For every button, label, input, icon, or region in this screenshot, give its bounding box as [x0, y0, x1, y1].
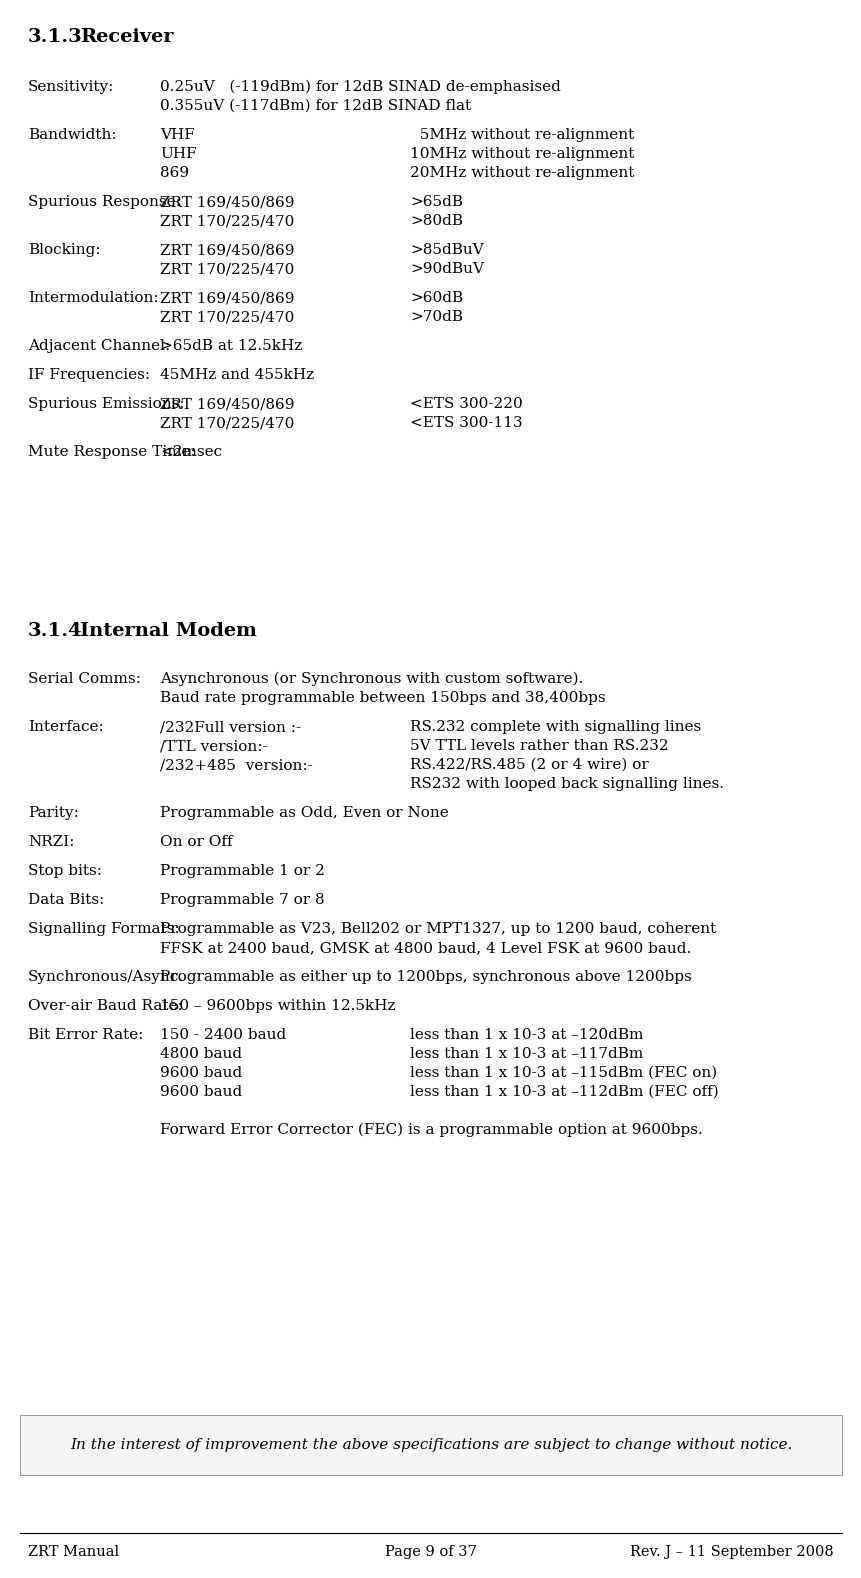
Text: >60dB: >60dB	[410, 290, 462, 305]
Text: 9600 baud: 9600 baud	[160, 1067, 242, 1079]
Text: >65dB: >65dB	[410, 196, 462, 208]
Text: ZRT 169/450/869: ZRT 169/450/869	[160, 398, 294, 410]
Text: Sensitivity:: Sensitivity:	[28, 80, 115, 95]
Text: 150 - 2400 baud: 150 - 2400 baud	[160, 1027, 286, 1041]
Text: Signalling Formats:: Signalling Formats:	[28, 922, 179, 936]
Text: ZRT 169/450/869: ZRT 169/450/869	[160, 243, 294, 257]
Text: Stop bits:: Stop bits:	[28, 865, 102, 877]
Text: Programmable as either up to 1200bps, synchronous above 1200bps: Programmable as either up to 1200bps, sy…	[160, 970, 691, 985]
Text: >65dB at 12.5kHz: >65dB at 12.5kHz	[160, 339, 302, 353]
Text: Baud rate programmable between 150bps and 38,400bps: Baud rate programmable between 150bps an…	[160, 691, 605, 705]
Text: Data Bits:: Data Bits:	[28, 893, 104, 907]
Text: Rev. J – 11 September 2008: Rev. J – 11 September 2008	[629, 1545, 833, 1559]
Text: less than 1 x 10-3 at –112dBm (FEC off): less than 1 x 10-3 at –112dBm (FEC off)	[410, 1086, 718, 1098]
Text: >85dBuV: >85dBuV	[410, 243, 483, 257]
Text: Internal Modem: Internal Modem	[80, 622, 257, 641]
Text: Page 9 of 37: Page 9 of 37	[385, 1545, 476, 1559]
Text: >90dBuV: >90dBuV	[410, 262, 483, 276]
Text: IF Frequencies:: IF Frequencies:	[28, 368, 150, 382]
Text: Programmable as Odd, Even or None: Programmable as Odd, Even or None	[160, 806, 449, 821]
Text: less than 1 x 10-3 at –115dBm (FEC on): less than 1 x 10-3 at –115dBm (FEC on)	[410, 1067, 716, 1079]
Text: 5V TTL levels rather than RS.232: 5V TTL levels rather than RS.232	[410, 739, 668, 753]
Text: Parity:: Parity:	[28, 806, 79, 821]
Text: less than 1 x 10-3 at –117dBm: less than 1 x 10-3 at –117dBm	[410, 1046, 642, 1060]
Text: 45MHz and 455kHz: 45MHz and 455kHz	[160, 368, 313, 382]
Text: Bandwidth:: Bandwidth:	[28, 128, 116, 142]
Text: Interface:: Interface:	[28, 720, 103, 734]
Text: /232Full version :-: /232Full version :-	[160, 720, 300, 734]
Text: >80dB: >80dB	[410, 215, 462, 227]
Text: RS.422/RS.485 (2 or 4 wire) or: RS.422/RS.485 (2 or 4 wire) or	[410, 757, 648, 772]
Text: Serial Comms:: Serial Comms:	[28, 672, 140, 686]
Text: 20MHz without re-alignment: 20MHz without re-alignment	[410, 166, 634, 180]
Text: Intermodulation:: Intermodulation:	[28, 290, 158, 305]
Text: Programmable as V23, Bell202 or MPT1327, up to 1200 baud, coherent: Programmable as V23, Bell202 or MPT1327,…	[160, 922, 715, 936]
Text: Spurious Response:: Spurious Response:	[28, 196, 181, 208]
Text: /TTL version:-: /TTL version:-	[160, 739, 267, 753]
Text: Blocking:: Blocking:	[28, 243, 101, 257]
Text: Asynchronous (or Synchronous with custom software).: Asynchronous (or Synchronous with custom…	[160, 672, 583, 686]
Text: Spurious Emissions:: Spurious Emissions:	[28, 398, 184, 410]
Text: Programmable 1 or 2: Programmable 1 or 2	[160, 865, 325, 877]
Text: 5MHz without re-alignment: 5MHz without re-alignment	[410, 128, 634, 142]
Text: Adjacent Channel:: Adjacent Channel:	[28, 339, 170, 353]
Text: RS232 with looped back signalling lines.: RS232 with looped back signalling lines.	[410, 776, 723, 791]
Text: 150 – 9600bps within 12.5kHz: 150 – 9600bps within 12.5kHz	[160, 999, 395, 1013]
Text: Mute Response Time:: Mute Response Time:	[28, 445, 195, 459]
Text: Bit Error Rate:: Bit Error Rate:	[28, 1027, 143, 1041]
Text: ZRT 170/225/470: ZRT 170/225/470	[160, 417, 294, 429]
Text: ZRT 170/225/470: ZRT 170/225/470	[160, 215, 294, 227]
Text: /232+485  version:-: /232+485 version:-	[160, 757, 313, 772]
Text: 869: 869	[160, 166, 189, 180]
Text: 10MHz without re-alignment: 10MHz without re-alignment	[410, 147, 634, 161]
Text: RS.232 complete with signalling lines: RS.232 complete with signalling lines	[410, 720, 701, 734]
Text: On or Off: On or Off	[160, 835, 232, 849]
Text: 3.1.4: 3.1.4	[28, 622, 83, 641]
Text: 0.25uV   (-119dBm) for 12dB SINAD de-emphasised: 0.25uV (-119dBm) for 12dB SINAD de-empha…	[160, 80, 561, 95]
Text: 3.1.3: 3.1.3	[28, 28, 83, 46]
Text: <ETS 300-220: <ETS 300-220	[410, 398, 522, 410]
Text: <2msec: <2msec	[160, 445, 222, 459]
Text: less than 1 x 10-3 at –120dBm: less than 1 x 10-3 at –120dBm	[410, 1027, 642, 1041]
Text: VHF: VHF	[160, 128, 195, 142]
Text: ZRT 169/450/869: ZRT 169/450/869	[160, 290, 294, 305]
Text: 9600 baud: 9600 baud	[160, 1086, 242, 1098]
Text: Programmable 7 or 8: Programmable 7 or 8	[160, 893, 325, 907]
Text: Receiver: Receiver	[80, 28, 173, 46]
Text: ZRT 170/225/470: ZRT 170/225/470	[160, 309, 294, 323]
Text: ZRT 169/450/869: ZRT 169/450/869	[160, 196, 294, 208]
Text: Synchronous/Async.: Synchronous/Async.	[28, 970, 183, 985]
Bar	[20, 1415, 841, 1475]
Text: ZRT Manual: ZRT Manual	[28, 1545, 119, 1559]
Text: NRZI:: NRZI:	[28, 835, 74, 849]
Text: UHF: UHF	[160, 147, 196, 161]
Text: Forward Error Corrector (FEC) is a programmable option at 9600bps.: Forward Error Corrector (FEC) is a progr…	[160, 1124, 702, 1138]
Text: >70dB: >70dB	[410, 309, 462, 323]
Text: 0.355uV (-117dBm) for 12dB SINAD flat: 0.355uV (-117dBm) for 12dB SINAD flat	[160, 99, 471, 114]
Text: ZRT 170/225/470: ZRT 170/225/470	[160, 262, 294, 276]
Text: Over-air Baud Rate:: Over-air Baud Rate:	[28, 999, 183, 1013]
Text: 4800 baud: 4800 baud	[160, 1046, 242, 1060]
Text: <ETS 300-113: <ETS 300-113	[410, 417, 522, 429]
Text: In the interest of improvement the above specifications are subject to change wi: In the interest of improvement the above…	[70, 1438, 791, 1452]
Text: FFSK at 2400 baud, GMSK at 4800 baud, 4 Level FSK at 9600 baud.: FFSK at 2400 baud, GMSK at 4800 baud, 4 …	[160, 940, 691, 955]
